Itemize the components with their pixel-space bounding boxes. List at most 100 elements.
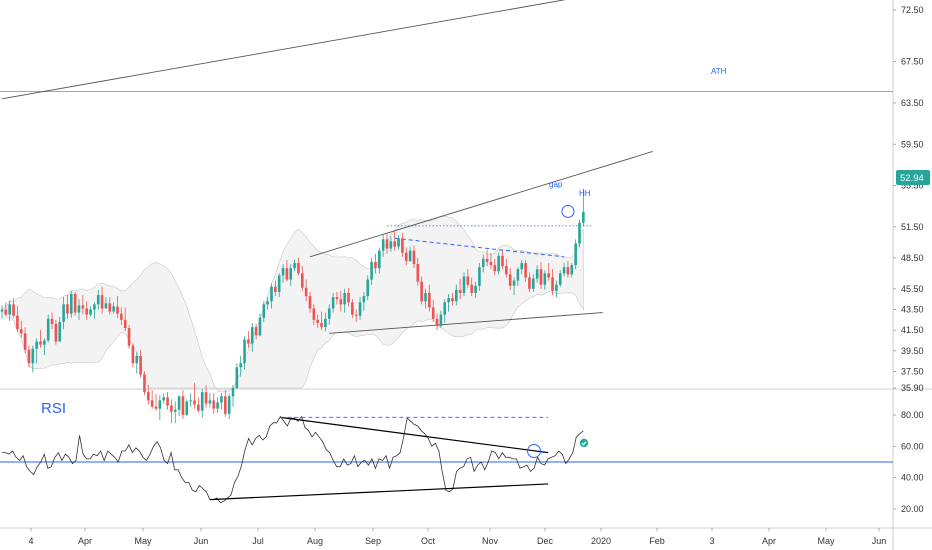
candle-body (216, 402, 219, 409)
candle-body (8, 304, 11, 315)
candle-body (93, 304, 96, 310)
candle (158, 395, 162, 421)
price-tick-label: 48.50 (901, 253, 924, 263)
candle-body (108, 303, 112, 312)
candle (297, 257, 300, 276)
candle (443, 299, 447, 323)
candle (70, 290, 73, 318)
candle (324, 312, 327, 332)
candle-body (177, 396, 181, 410)
candle-body (139, 355, 142, 375)
candle-body (535, 269, 539, 279)
candle-body (200, 392, 204, 411)
candle-body (566, 267, 570, 275)
candle-body (131, 345, 135, 364)
candle (370, 257, 373, 285)
candle (166, 392, 169, 410)
candle-body (497, 255, 500, 272)
candle-body (455, 289, 458, 302)
time-tick-label: Aug (307, 536, 323, 546)
candle-body (281, 268, 285, 276)
candle (447, 294, 450, 312)
candle-body (474, 285, 477, 293)
rsi-tick-label: 40.00 (901, 473, 924, 483)
time-tick-label: Sep (365, 536, 381, 546)
candle (397, 235, 400, 250)
candle (420, 276, 423, 305)
candle-body (81, 305, 85, 309)
candle (58, 316, 62, 342)
rsi-pane-title: RSI (41, 400, 66, 417)
candle-body (435, 318, 439, 327)
price-badge (896, 170, 930, 185)
candle (200, 389, 204, 418)
candle-body (62, 304, 65, 322)
candle (378, 247, 381, 274)
candle (404, 247, 408, 266)
candle (520, 259, 524, 275)
candle (562, 263, 566, 277)
candle-body (505, 266, 508, 275)
candle (77, 299, 81, 320)
time-tick-label: Feb (649, 536, 665, 546)
price-tick-label: 39.50 (901, 346, 924, 356)
candle (431, 300, 435, 322)
price-tick-label: 41.50 (901, 325, 924, 335)
candle (123, 307, 127, 332)
time-tick-label: Dec (537, 536, 554, 546)
candle-body (528, 277, 531, 289)
time-tick-label: May (134, 536, 152, 546)
candle-body (374, 262, 377, 269)
trendline-layer (0, 0, 893, 334)
candle-body (320, 322, 323, 328)
price-tick-label: 55.50 (901, 181, 924, 191)
time-tick-label: Apr (78, 536, 92, 546)
candle-body (96, 295, 100, 305)
candle (193, 382, 196, 409)
candle (366, 275, 370, 301)
candle-body (404, 252, 408, 261)
candle-body (447, 298, 450, 303)
candle (212, 393, 216, 414)
time-tick-label: Jun (194, 536, 209, 546)
candle (343, 288, 346, 313)
candle (19, 320, 23, 338)
candle (304, 279, 308, 302)
price-tick-label: 51.50 (901, 222, 924, 232)
candle (570, 263, 574, 278)
candle-body (162, 397, 165, 401)
candle (54, 319, 58, 345)
channel-upper-line (309, 151, 653, 258)
candle (435, 313, 439, 331)
candle (235, 363, 239, 390)
candle-body (127, 328, 131, 346)
candle-body (277, 275, 281, 292)
channel-lower-line (329, 312, 603, 334)
candle (385, 233, 389, 254)
candle-body (428, 292, 431, 308)
candle (266, 297, 269, 310)
candle-body (89, 309, 92, 315)
alert-check-icon[interactable] (579, 438, 589, 448)
candle-body (385, 239, 389, 249)
candle-body (104, 303, 108, 309)
candle-body (254, 327, 258, 336)
candle-body (393, 241, 396, 247)
candle (277, 273, 281, 298)
candle (358, 297, 362, 320)
bollinger-band (1, 215, 584, 393)
candle-body (493, 265, 497, 272)
candle-body (508, 274, 512, 286)
candle-body (562, 267, 566, 274)
candle (524, 259, 527, 282)
candle-body (354, 314, 358, 316)
price-tick-label: 72.50 (901, 5, 924, 15)
gap-label: gap (549, 180, 563, 189)
candle (558, 270, 562, 287)
candle (543, 270, 547, 290)
candle (470, 277, 473, 297)
time-tick-label: Oct (421, 536, 436, 546)
candle (150, 390, 154, 409)
